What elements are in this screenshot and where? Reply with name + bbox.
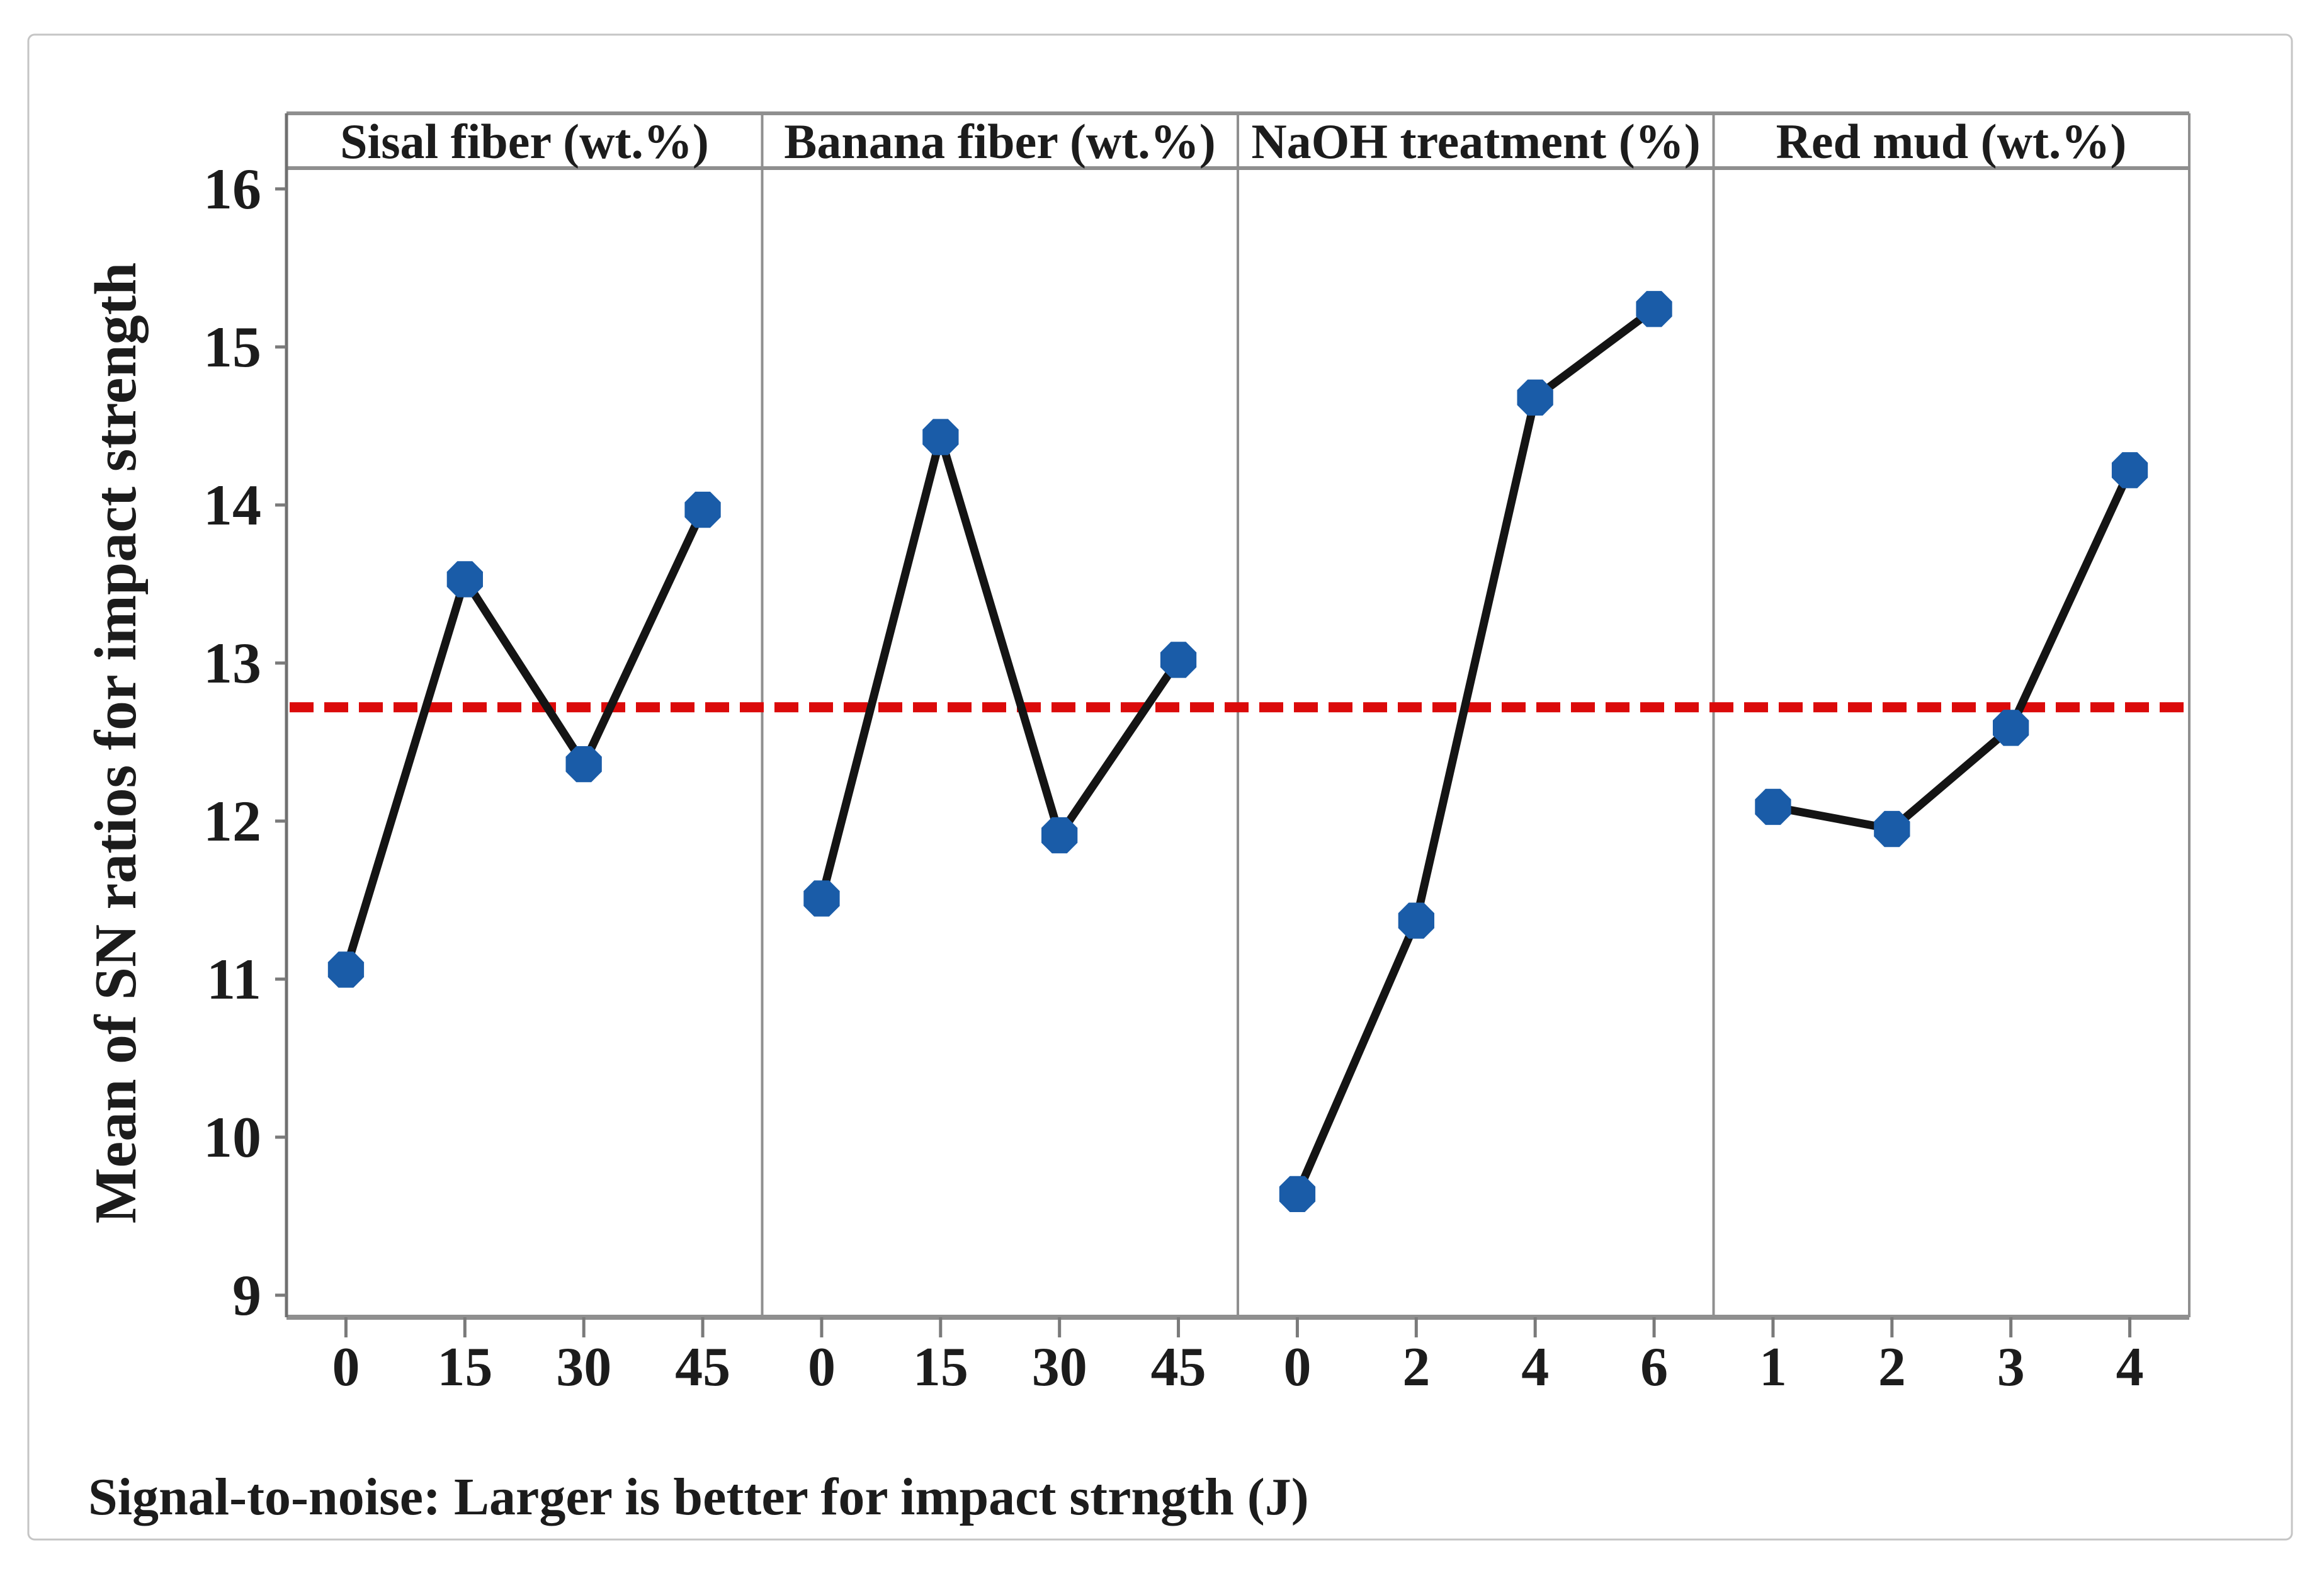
x-tick-label: 30 (1032, 1337, 1087, 1398)
data-point-marker (1755, 788, 1791, 825)
panel-header-banana-fiber: Banana fiber (wt.%) (784, 114, 1215, 169)
panel-header-sisal-fiber: Sisal fiber (wt.%) (340, 114, 709, 169)
figure-border (27, 33, 2293, 1541)
y-tick-label: 16 (203, 157, 261, 221)
data-point-marker (1279, 1176, 1316, 1212)
data-point-marker (1517, 379, 1553, 416)
data-point-marker (2111, 452, 2148, 489)
series-line-red-mud-wt (1769, 466, 2134, 834)
panel-header-red-mud: Red mud (wt.%) (1776, 114, 2127, 169)
data-point-marker (1874, 810, 1910, 848)
series-line-naoh-treatment (1293, 305, 1658, 1198)
x-tick-label: 15 (913, 1337, 968, 1398)
y-tick-label: 10 (203, 1105, 261, 1169)
x-tick-label: 0 (1283, 1337, 1311, 1398)
data-point-marker (327, 951, 365, 988)
data-point-marker (803, 880, 840, 917)
caption: Signal-to-noise: Larger is better for im… (88, 1468, 1309, 1526)
panel-header-naoh: NaOH treatment (%) (1251, 114, 1700, 169)
x-tick-label: 2 (1878, 1337, 1906, 1398)
y-tick-label: 9 (232, 1263, 261, 1327)
data-point-marker (1636, 291, 1672, 327)
x-tick-label: 0 (808, 1337, 836, 1398)
data-point-marker (1041, 817, 1078, 854)
x-tick-label: 45 (1151, 1337, 1206, 1398)
series-line-sisal-fiber-wt (341, 506, 707, 974)
series-line-banana-fiber-wt (817, 433, 1183, 903)
x-tick-label: 30 (556, 1337, 611, 1398)
x-tick-label: 4 (2116, 1337, 2144, 1398)
y-tick-label: 13 (203, 631, 261, 695)
y-tick-label: 15 (203, 315, 261, 379)
data-point-marker (1398, 902, 1434, 939)
y-tick-label: 11 (207, 947, 261, 1011)
x-tick-label: 6 (1640, 1337, 1668, 1398)
x-tick-label: 1 (1759, 1337, 1787, 1398)
x-tick-label: 0 (332, 1337, 360, 1398)
data-point-marker (1993, 710, 2029, 746)
data-point-marker (565, 746, 602, 783)
x-tick-label: 3 (1997, 1337, 2025, 1398)
data-point-marker (1160, 642, 1197, 678)
data-point-marker (684, 491, 721, 528)
x-tick-label: 45 (675, 1337, 730, 1398)
x-tick-label: 15 (437, 1337, 492, 1398)
y-axis-title: Mean of SN ratios for impact strength (83, 263, 149, 1223)
x-tick-label: 4 (1521, 1337, 1549, 1398)
data-point-marker (922, 419, 959, 455)
x-tick-label: 2 (1402, 1337, 1430, 1398)
data-point-marker (446, 561, 483, 598)
y-tick-label: 14 (203, 473, 261, 537)
y-tick-label: 12 (203, 789, 261, 853)
